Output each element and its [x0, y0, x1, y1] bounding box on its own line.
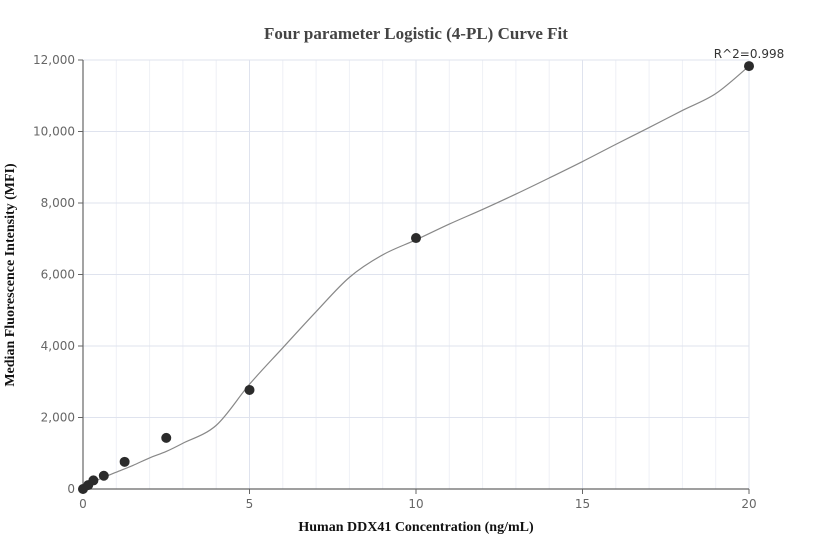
y-tick-label: 0: [67, 482, 75, 496]
x-tick-label: 5: [246, 497, 254, 511]
y-tick-label: 10,000: [33, 125, 75, 139]
y-tick-label: 8,000: [41, 196, 75, 210]
x-tick-label: 20: [741, 497, 756, 511]
y-tick-label: 4,000: [41, 339, 75, 353]
y-axis-ticks: 0 2,000 4,000 6,000 8,000 10,000 12,000: [33, 53, 83, 496]
data-point: [411, 233, 421, 244]
r-squared-annotation: R^2=0.998: [714, 47, 784, 61]
data-point: [244, 384, 255, 395]
y-tick-label: 6,000: [41, 268, 75, 282]
data-point: [744, 61, 754, 72]
x-tick-label: 15: [575, 497, 590, 511]
y-tick-label: 12,000: [33, 53, 75, 67]
x-axis-title: Human DDX41 Concentration (ng/mL): [298, 520, 534, 535]
data-points: [78, 61, 754, 494]
fit-curve-line: [82, 65, 750, 488]
grid-lines: [83, 59, 750, 489]
x-tick-label: 10: [408, 497, 423, 511]
data-point: [119, 456, 130, 467]
x-tick-label: 0: [79, 497, 87, 511]
data-point: [98, 470, 109, 481]
chart-title: Four parameter Logistic (4-PL) Curve Fit: [264, 24, 568, 43]
data-point: [88, 475, 99, 486]
y-axis-title: Median Fluorescence Intensity (MFI): [3, 163, 18, 387]
data-point: [161, 432, 172, 443]
x-axis-ticks: 0 5 10 15 20: [79, 489, 757, 511]
y-tick-label: 2,000: [41, 411, 75, 425]
